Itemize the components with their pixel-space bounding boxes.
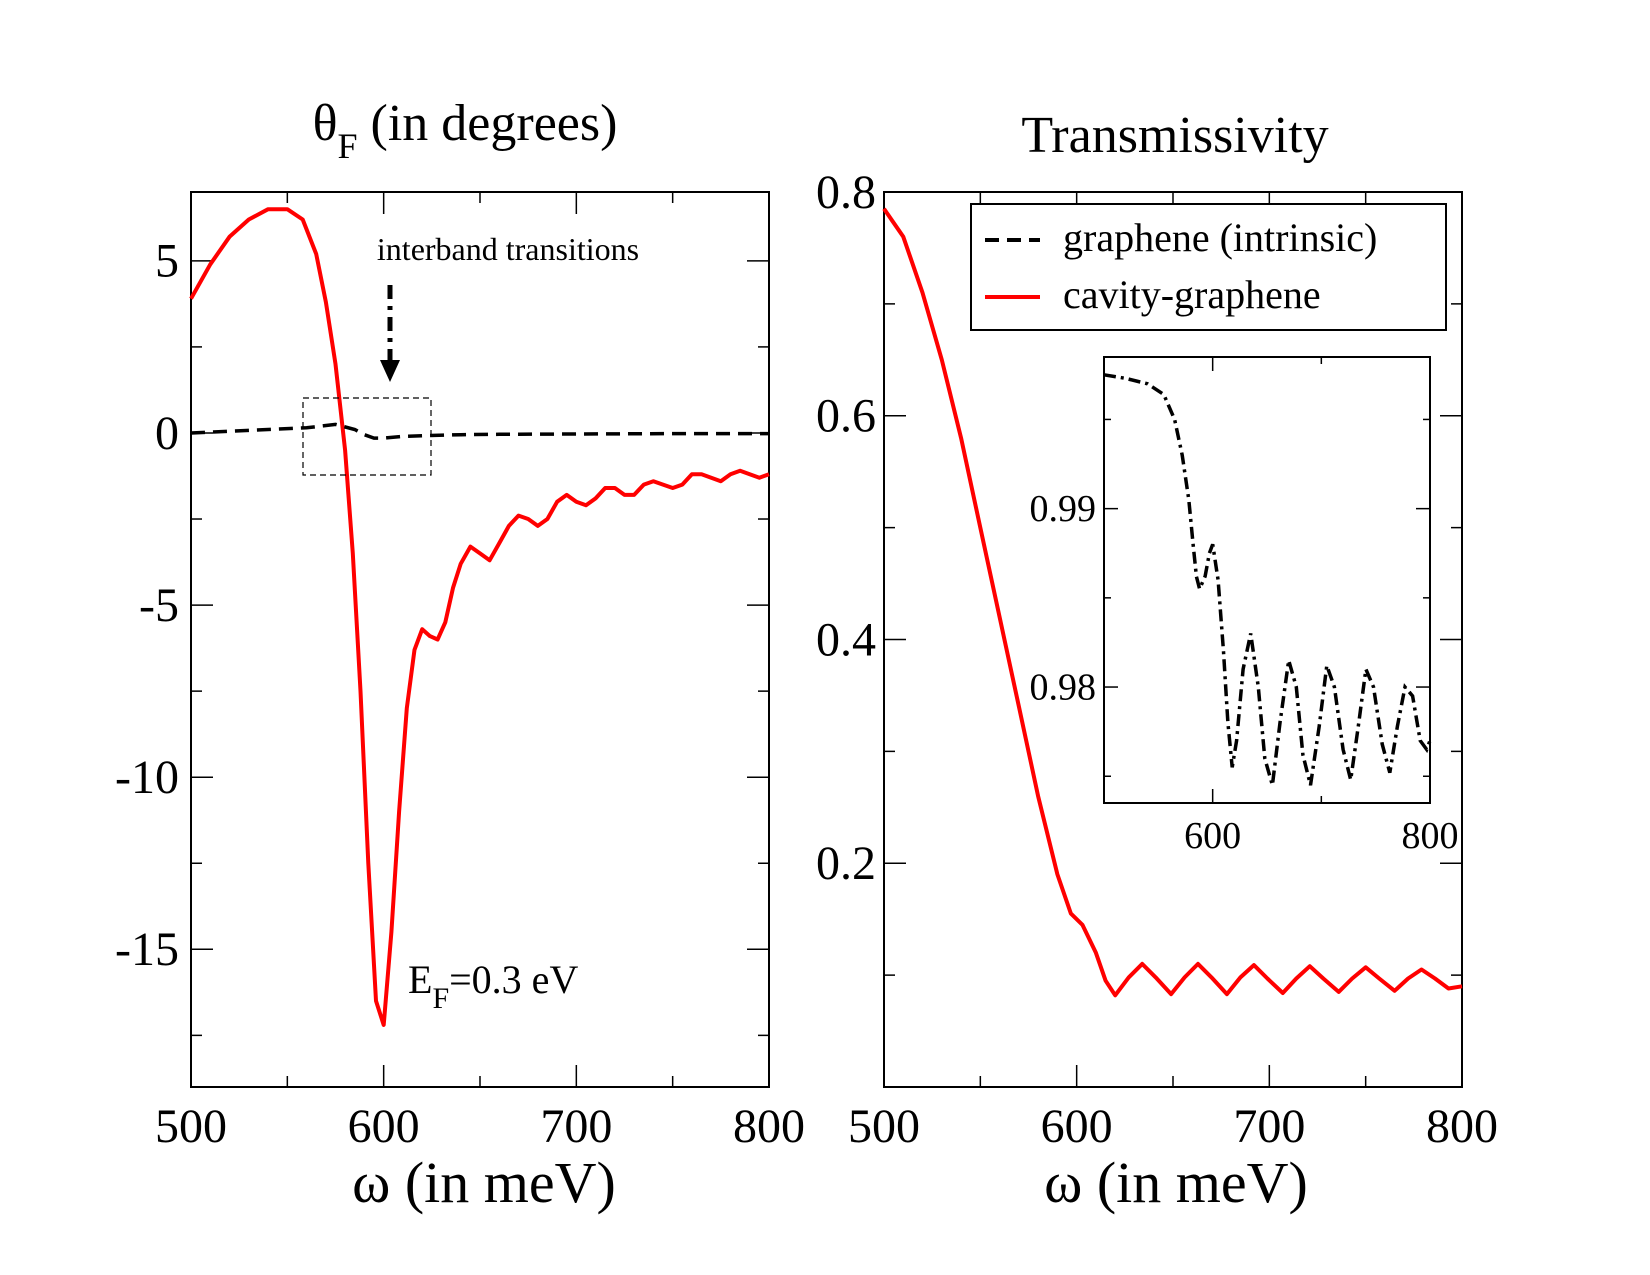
right-chart-title: Transmissivity xyxy=(1021,107,1328,164)
legend-label-graphene: graphene (intrinsic) xyxy=(1063,215,1377,260)
right-x-tick-label: 800 xyxy=(1426,1100,1498,1153)
interband-arrow-head xyxy=(380,360,400,382)
right-y-tick-label: 0.4 xyxy=(816,613,876,666)
right-chart: Transmissivity 500 600 700 800 0.2 0.4 0.6 0.8… xyxy=(816,107,1498,1215)
inset-y-tick-label: 0.98 xyxy=(1030,667,1097,709)
right-x-tick-label: 700 xyxy=(1233,1100,1305,1153)
legend-label-cavity: cavity-graphene xyxy=(1063,272,1321,317)
right-y-tick-label: 0.8 xyxy=(816,166,876,219)
right-x-tick-label: 600 xyxy=(1041,1100,1113,1153)
right-series-cavity-graphene xyxy=(882,207,1463,998)
interband-highlight-box xyxy=(302,397,432,476)
inset-chart: 600 800 0.98 0.99 xyxy=(1030,356,1459,857)
left-x-axis: 500 600 700 800 xyxy=(155,192,805,1153)
left-chart-title: θF (in degrees) xyxy=(313,95,618,166)
left-x-tick-label: 500 xyxy=(155,1100,227,1153)
left-y-tick-label: -15 xyxy=(115,923,179,976)
left-y-axis: -15 -10 -5 0 5 xyxy=(115,235,769,1037)
left-y-tick-label: 0 xyxy=(155,407,179,460)
right-x-axis-label: ω (in meV) xyxy=(1044,1150,1308,1215)
left-series-graphene-intrinsic xyxy=(190,422,769,440)
inset-series-graphene-intrinsic xyxy=(1103,373,1432,786)
left-plot-frame xyxy=(190,191,770,1088)
left-chart: θF (in degrees) 500 600 700 800 -15-10-505 … xyxy=(115,95,805,1215)
right-y-axis: 0.2 0.4 0.6 0.8 xyxy=(816,166,1462,1088)
right-x-tick-label: 500 xyxy=(848,1100,920,1153)
legend: graphene (intrinsic) cavity-graphene xyxy=(970,203,1447,331)
right-series-group xyxy=(882,207,1463,998)
inset-x-tick-label: 600 xyxy=(1184,815,1241,857)
right-x-axis: 500 600 700 800 xyxy=(848,192,1498,1153)
left-x-tick-label: 600 xyxy=(348,1100,420,1153)
right-y-tick-label: 0.6 xyxy=(816,390,876,443)
left-series-cavity-graphene xyxy=(189,207,770,1027)
inset-series-group xyxy=(1103,373,1432,786)
left-y-tick-label: -10 xyxy=(115,751,179,804)
inset-x-tick-label: 800 xyxy=(1402,815,1459,857)
inset-plot-frame xyxy=(1103,356,1431,804)
left-x-axis-label: ω (in meV) xyxy=(352,1150,616,1215)
left-y-tick-label: -5 xyxy=(139,579,179,632)
inset-y-axis: 0.98 0.99 xyxy=(1030,418,1430,777)
left-series-group xyxy=(189,207,770,1027)
inset-y-tick-label: 0.99 xyxy=(1030,488,1097,530)
left-x-tick-label: 700 xyxy=(540,1100,612,1153)
legend-box xyxy=(970,203,1447,331)
inset-x-axis: 600 800 xyxy=(1103,357,1459,857)
interband-transitions-label: interband transitions xyxy=(377,231,639,267)
right-y-tick-label: 0.2 xyxy=(816,837,876,890)
left-y-tick-label: 5 xyxy=(155,235,179,288)
fermi-energy-label: EF=0.3 eV xyxy=(408,957,578,1015)
left-x-tick-label: 800 xyxy=(733,1100,805,1153)
